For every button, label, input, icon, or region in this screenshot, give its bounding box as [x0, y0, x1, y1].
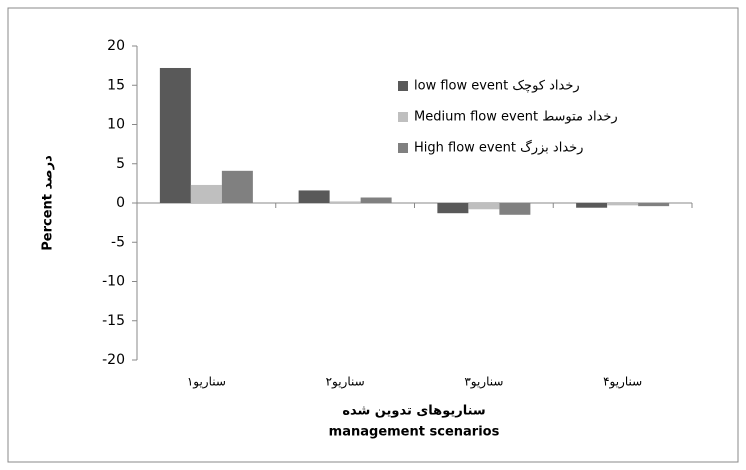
bar	[638, 203, 670, 207]
x-tick-label: سناریو۴	[603, 375, 642, 390]
legend-swatch	[398, 143, 408, 153]
legend-label: Medium flow event رخداد متوسط	[414, 110, 618, 125]
y-tick-label: -15	[102, 313, 125, 329]
x-tick-label: سناریو۲	[326, 375, 365, 390]
bar	[576, 203, 608, 208]
bar	[499, 203, 531, 215]
legend-label: High flow event رخداد بزرگ	[414, 139, 583, 156]
bar	[190, 184, 222, 203]
bar	[159, 67, 191, 203]
x-tick-label: سناریو۳	[464, 375, 503, 390]
y-tick-label: 0	[116, 195, 125, 211]
y-tick-label: 5	[116, 156, 125, 172]
bar	[360, 197, 392, 203]
y-tick-label: -20	[102, 352, 125, 368]
x-axis-title: سناریوهای تدوین شده	[342, 404, 485, 419]
bar	[607, 203, 639, 206]
bar	[221, 170, 253, 203]
legend-swatch	[398, 112, 408, 122]
bar	[437, 203, 469, 214]
chart-border	[7, 7, 739, 463]
legend-swatch	[398, 81, 408, 91]
y-tick-label: 15	[107, 77, 125, 93]
y-tick-label: -10	[102, 274, 125, 290]
y-axis-title: Percent درصد	[41, 155, 56, 251]
bar	[329, 201, 361, 203]
x-axis-title: management scenarios	[329, 425, 500, 440]
bar	[298, 190, 330, 203]
x-tick-label: سناریو۱	[187, 375, 226, 390]
bar	[468, 203, 500, 210]
legend-label: low flow event رخداد کوچک	[414, 79, 580, 94]
y-tick-label: 20	[107, 38, 125, 54]
y-tick-label: -5	[111, 234, 125, 250]
y-tick-label: 10	[107, 117, 125, 133]
